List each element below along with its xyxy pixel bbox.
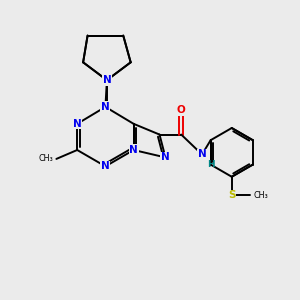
Text: N: N [101, 161, 110, 171]
Text: N: N [198, 149, 206, 160]
Text: N: N [73, 119, 82, 129]
Text: N: N [129, 145, 138, 155]
Text: S: S [228, 190, 236, 200]
Text: H: H [207, 160, 215, 169]
Text: N: N [103, 75, 111, 85]
Text: N: N [161, 152, 170, 162]
Text: N: N [101, 102, 110, 112]
Text: CH₃: CH₃ [39, 154, 53, 163]
Text: O: O [177, 105, 186, 115]
Text: CH₃: CH₃ [254, 191, 268, 200]
